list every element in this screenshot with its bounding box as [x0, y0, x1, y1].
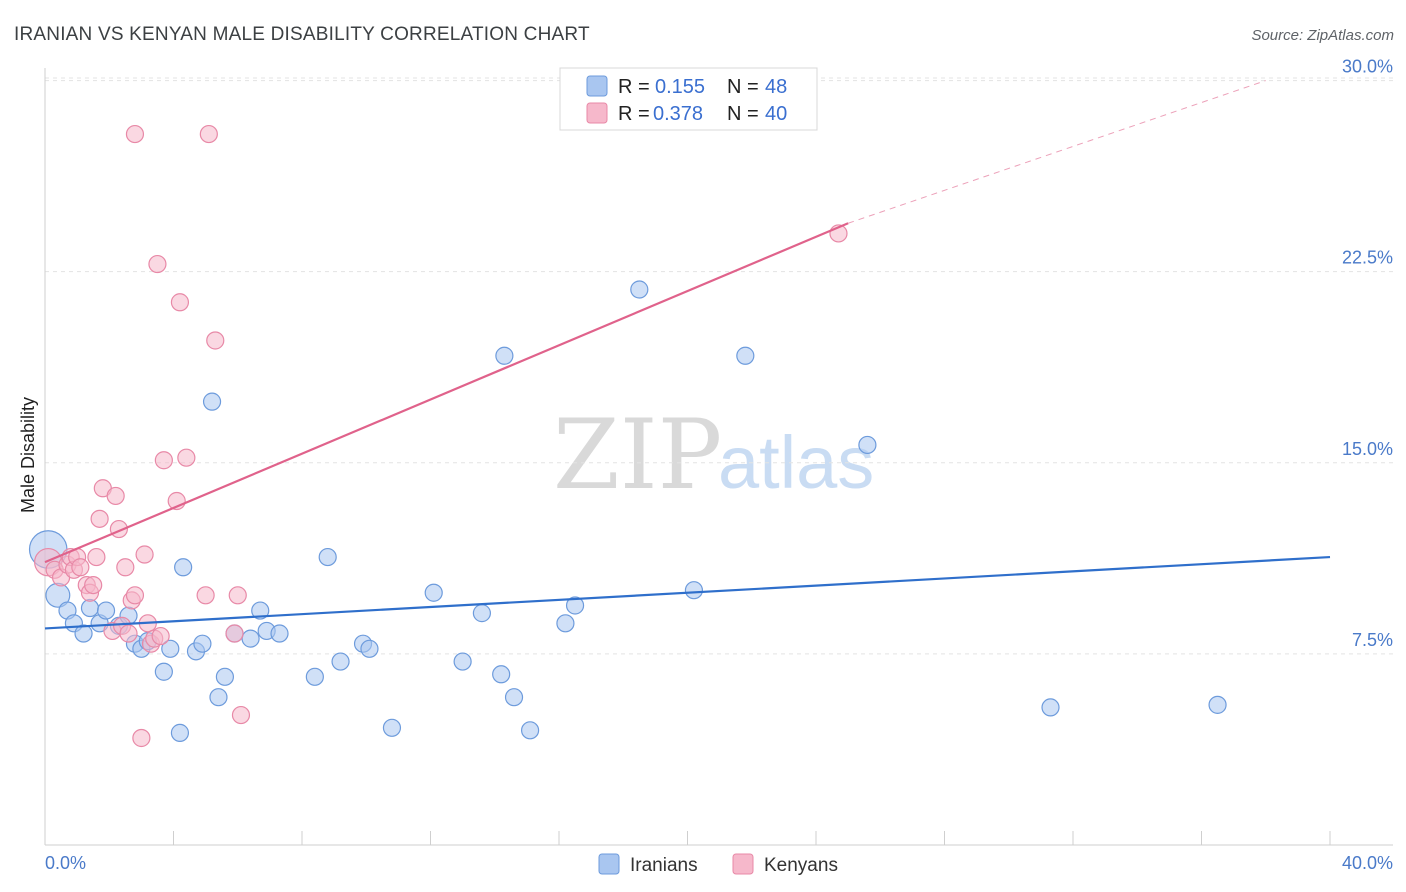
bottom-legend-label-iranians: Iranians [630, 855, 698, 876]
legend-n-label-iranians: N = [727, 76, 759, 98]
point-iranians [215, 667, 234, 686]
chart-source: Source: ZipAtlas.com [1251, 27, 1394, 44]
trend-line-extension-kenyans [847, 80, 1266, 224]
legend-n-value-iranians: 48 [765, 76, 787, 98]
point-iranians [331, 652, 350, 671]
point-kenyans [87, 547, 106, 567]
point-iranians [630, 280, 649, 299]
point-iranians [170, 723, 190, 742]
y-tick-labels: 7.5% 15.0% 22.5% 30.0% [1342, 57, 1393, 650]
point-kenyans [148, 254, 167, 274]
series-legend: Iranians Kenyans [598, 853, 838, 876]
point-iranians [251, 601, 270, 620]
bottom-legend-label-kenyans: Kenyans [764, 855, 838, 876]
point-iranians [736, 346, 755, 365]
point-iranians [495, 346, 514, 365]
legend-r-label-kenyans: R = [618, 103, 650, 125]
point-iranians [1208, 695, 1227, 714]
legend-r-label-iranians: R = [618, 76, 650, 98]
point-kenyans [125, 586, 145, 605]
y-tick-label: 15.0% [1342, 439, 1393, 459]
legend-n-value-kenyans: 40 [765, 103, 787, 125]
point-iranians [1041, 698, 1060, 717]
point-iranians [565, 596, 585, 615]
point-iranians [318, 547, 337, 567]
point-iranians [80, 598, 100, 618]
x-tick-label-min: 0.0% [45, 853, 86, 873]
point-kenyans [196, 586, 215, 605]
point-kenyans [90, 509, 109, 528]
point-kenyans [106, 486, 125, 506]
point-iranians [305, 667, 324, 686]
point-kenyans [116, 558, 135, 577]
point-kenyans [135, 545, 154, 564]
legend-r-value-iranians: 0.155 [655, 76, 705, 98]
point-kenyans [206, 331, 225, 350]
bottom-legend-swatch-iranians [598, 853, 620, 875]
point-iranians [520, 721, 540, 740]
point-iranians [270, 624, 289, 643]
point-iranians [161, 639, 180, 658]
point-kenyans [177, 448, 196, 467]
point-kenyans [199, 124, 218, 144]
point-iranians [360, 639, 379, 658]
bottom-legend-swatch-kenyans [732, 853, 754, 875]
chart-title: IRANIAN VS KENYAN MALE DISABILITY CORREL… [14, 24, 590, 45]
point-iranians [209, 688, 228, 707]
point-iranians [453, 652, 472, 671]
point-iranians [684, 581, 704, 600]
y-axis-label: Male Disability [18, 397, 38, 513]
x-axis-ticks [44, 831, 1331, 845]
point-kenyans [71, 558, 90, 577]
trend-line-iranians [44, 555, 1331, 630]
point-iranians [858, 435, 877, 455]
y-tick-label: 30.0% [1342, 57, 1393, 77]
legend-swatch-iranians [586, 75, 608, 97]
point-iranians [472, 604, 491, 623]
point-kenyans [228, 586, 247, 605]
y-tick-label: 7.5% [1352, 630, 1393, 650]
correlation-legend: R = 0.155 N = 48 R = 0.378 N = 40 [559, 67, 818, 131]
point-iranians [174, 558, 193, 577]
grid-lines [45, 77, 1393, 655]
point-iranians [504, 688, 524, 707]
point-kenyans [132, 728, 151, 748]
trend-lines [44, 80, 1331, 630]
point-iranians [241, 629, 260, 648]
point-iranians [382, 718, 402, 737]
point-kenyans [225, 624, 244, 643]
point-kenyans [125, 124, 145, 144]
legend-swatch-kenyans [586, 102, 608, 124]
point-iranians [193, 634, 212, 653]
point-iranians [154, 662, 173, 681]
point-iranians [74, 624, 93, 643]
point-iranians [424, 583, 443, 602]
trend-line-kenyans [44, 222, 849, 564]
y-tick-label: 22.5% [1342, 248, 1393, 268]
point-iranians [492, 665, 511, 684]
point-kenyans [151, 626, 170, 646]
point-kenyans [154, 451, 173, 470]
point-kenyans [170, 293, 190, 312]
point-kenyans [231, 705, 251, 725]
x-tick-label-max: 40.0% [1342, 853, 1393, 873]
legend-r-value-kenyans: 0.378 [653, 103, 703, 125]
point-kenyans [84, 575, 103, 595]
watermark-zip: ZIP [553, 399, 722, 511]
point-kenyans [119, 624, 138, 643]
point-iranians [556, 614, 575, 633]
legend-n-label-kenyans: N = [727, 103, 759, 125]
point-iranians [96, 601, 116, 620]
point-iranians [202, 392, 222, 411]
